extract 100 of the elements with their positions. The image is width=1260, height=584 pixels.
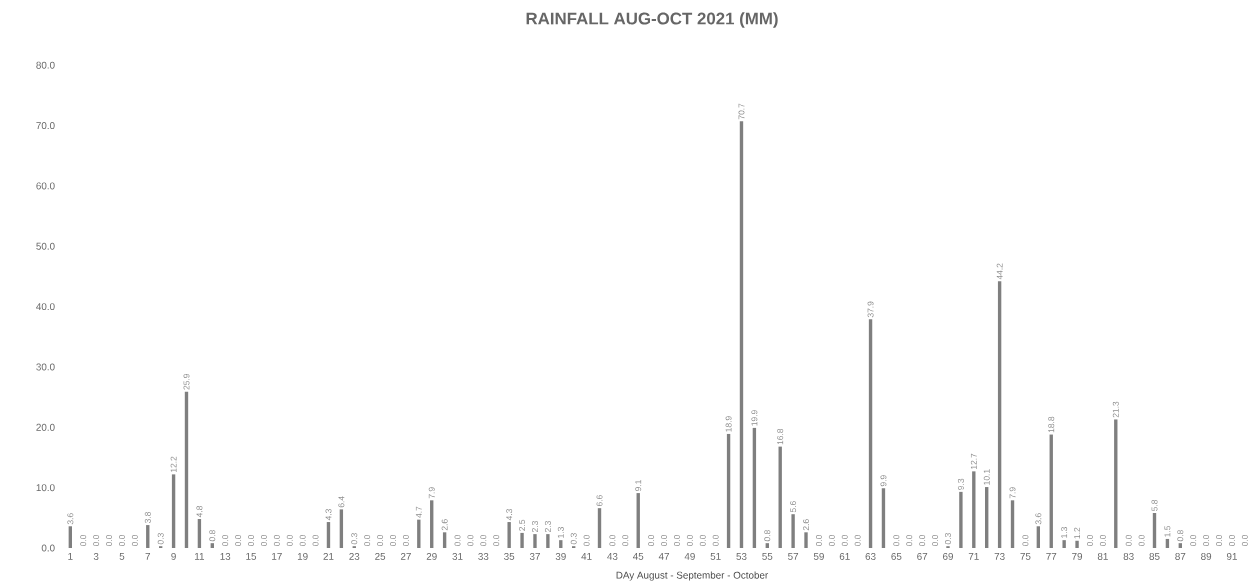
- bar: [559, 540, 563, 548]
- x-tick-label: 61: [839, 552, 850, 560]
- data-label: 0.0: [661, 534, 668, 546]
- data-label: 1.2: [1074, 527, 1081, 539]
- data-label: 0.0: [80, 534, 87, 546]
- x-tick-label: 83: [1123, 552, 1134, 560]
- data-label: 0.0: [1125, 534, 1132, 546]
- data-label: 12.2: [170, 456, 177, 473]
- data-label: 0.0: [480, 534, 487, 546]
- data-label: 6.4: [338, 496, 345, 508]
- data-label: 0.0: [1022, 534, 1029, 546]
- data-label: 5.8: [1151, 499, 1158, 511]
- chart-title: RAINFALL AUG-OCT 2021 (MM): [526, 12, 778, 28]
- x-tick-label: 57: [788, 552, 799, 560]
- x-tick-label: 51: [710, 552, 721, 560]
- x-tick-label: 27: [400, 552, 411, 560]
- y-tick-label: 40.0: [36, 303, 55, 311]
- x-tick-label: 23: [349, 552, 360, 560]
- bar: [442, 532, 447, 548]
- y-tick-label: 30.0: [36, 363, 55, 371]
- data-label: 0.8: [1177, 530, 1184, 542]
- data-label: 4.3: [325, 509, 332, 521]
- data-label: 2.3: [544, 521, 551, 533]
- x-tick-label: 87: [1175, 552, 1186, 560]
- x-tick-label: 79: [1072, 552, 1083, 560]
- data-label: 0.0: [841, 534, 848, 546]
- data-label: 0.3: [945, 533, 951, 545]
- data-label: 0.0: [131, 534, 138, 546]
- x-tick-label: 77: [1046, 552, 1057, 560]
- data-label: 0.8: [764, 530, 771, 542]
- data-label: 1.5: [1164, 525, 1171, 537]
- data-label: 0.0: [583, 534, 590, 546]
- x-tick-label: 5: [119, 552, 125, 560]
- data-label: 2.5: [519, 519, 526, 531]
- x-tick-label: 89: [1201, 552, 1212, 560]
- bar: [68, 526, 73, 548]
- bar: [520, 532, 524, 548]
- x-tick-label: 25: [375, 552, 386, 560]
- x-tick-label: 85: [1149, 552, 1160, 560]
- data-label: 0.0: [712, 534, 719, 546]
- bar: [959, 491, 963, 548]
- y-tick-label: 50.0: [36, 242, 55, 250]
- x-tick-label: 15: [246, 552, 257, 560]
- data-label: 19.9: [751, 410, 758, 426]
- data-label: 0.0: [1216, 534, 1223, 546]
- data-label: 0.3: [570, 533, 577, 545]
- x-tick-label: 39: [555, 552, 566, 560]
- data-label: 3.8: [144, 512, 151, 524]
- bar: [533, 534, 537, 548]
- data-label: 0.0: [686, 534, 693, 546]
- x-tick-label: 37: [529, 552, 540, 560]
- data-label: 0.0: [919, 534, 926, 546]
- data-label: 0.0: [1099, 534, 1106, 546]
- bar: [791, 514, 795, 548]
- bar: [1036, 526, 1041, 548]
- data-label: 0.0: [893, 534, 900, 546]
- data-label: 0.3: [157, 533, 164, 545]
- data-label: 0.0: [118, 534, 125, 546]
- data-label: 21.3: [1112, 401, 1119, 418]
- data-label: 5.6: [790, 501, 797, 513]
- data-label: 4.3: [506, 509, 513, 521]
- x-tick-label: 1: [68, 552, 73, 560]
- data-label: 0.0: [312, 534, 319, 546]
- bar: [339, 509, 344, 548]
- data-label: 0.0: [1203, 534, 1210, 546]
- y-tick-label: 70.0: [36, 122, 55, 130]
- data-label: 25.9: [183, 373, 190, 390]
- data-label: 18.9: [725, 416, 732, 432]
- x-tick-label: 29: [426, 552, 437, 560]
- data-label: 0.0: [248, 534, 255, 546]
- y-tick-label: 0.0: [41, 544, 55, 552]
- data-label: 9.1: [635, 480, 642, 491]
- x-tick-label: 63: [865, 552, 876, 560]
- data-label: 10.1: [983, 469, 990, 485]
- data-label: 0.0: [286, 534, 293, 546]
- data-label: 3.6: [67, 513, 74, 525]
- x-tick-label: 55: [762, 552, 773, 560]
- x-tick-label: 91: [1226, 552, 1237, 560]
- x-tick-label: 73: [994, 552, 1005, 560]
- data-label: 0.0: [1086, 534, 1093, 546]
- y-tick-label: 60.0: [36, 182, 55, 190]
- y-tick-label: 20.0: [36, 423, 55, 431]
- x-tick-label: 19: [297, 552, 308, 560]
- data-label: 0.0: [377, 534, 384, 546]
- data-label: 0.0: [273, 534, 280, 546]
- data-label: 0.0: [1138, 534, 1145, 546]
- data-label: 0.0: [93, 534, 100, 546]
- data-label: 0.3: [351, 533, 358, 545]
- data-label: 70.7: [738, 103, 745, 120]
- data-label: 0.0: [699, 534, 706, 546]
- x-tick-label: 21: [323, 552, 334, 560]
- x-tick-label: 69: [943, 552, 953, 560]
- data-label: 0.0: [235, 534, 242, 546]
- y-tick-label: 10.0: [36, 484, 55, 492]
- data-label: 0.0: [222, 534, 229, 546]
- data-label: 0.0: [402, 534, 409, 546]
- data-label: 4.7: [415, 506, 422, 518]
- data-label: 0.0: [260, 534, 267, 546]
- x-tick-label: 41: [581, 552, 592, 560]
- data-label: 0.0: [854, 534, 861, 546]
